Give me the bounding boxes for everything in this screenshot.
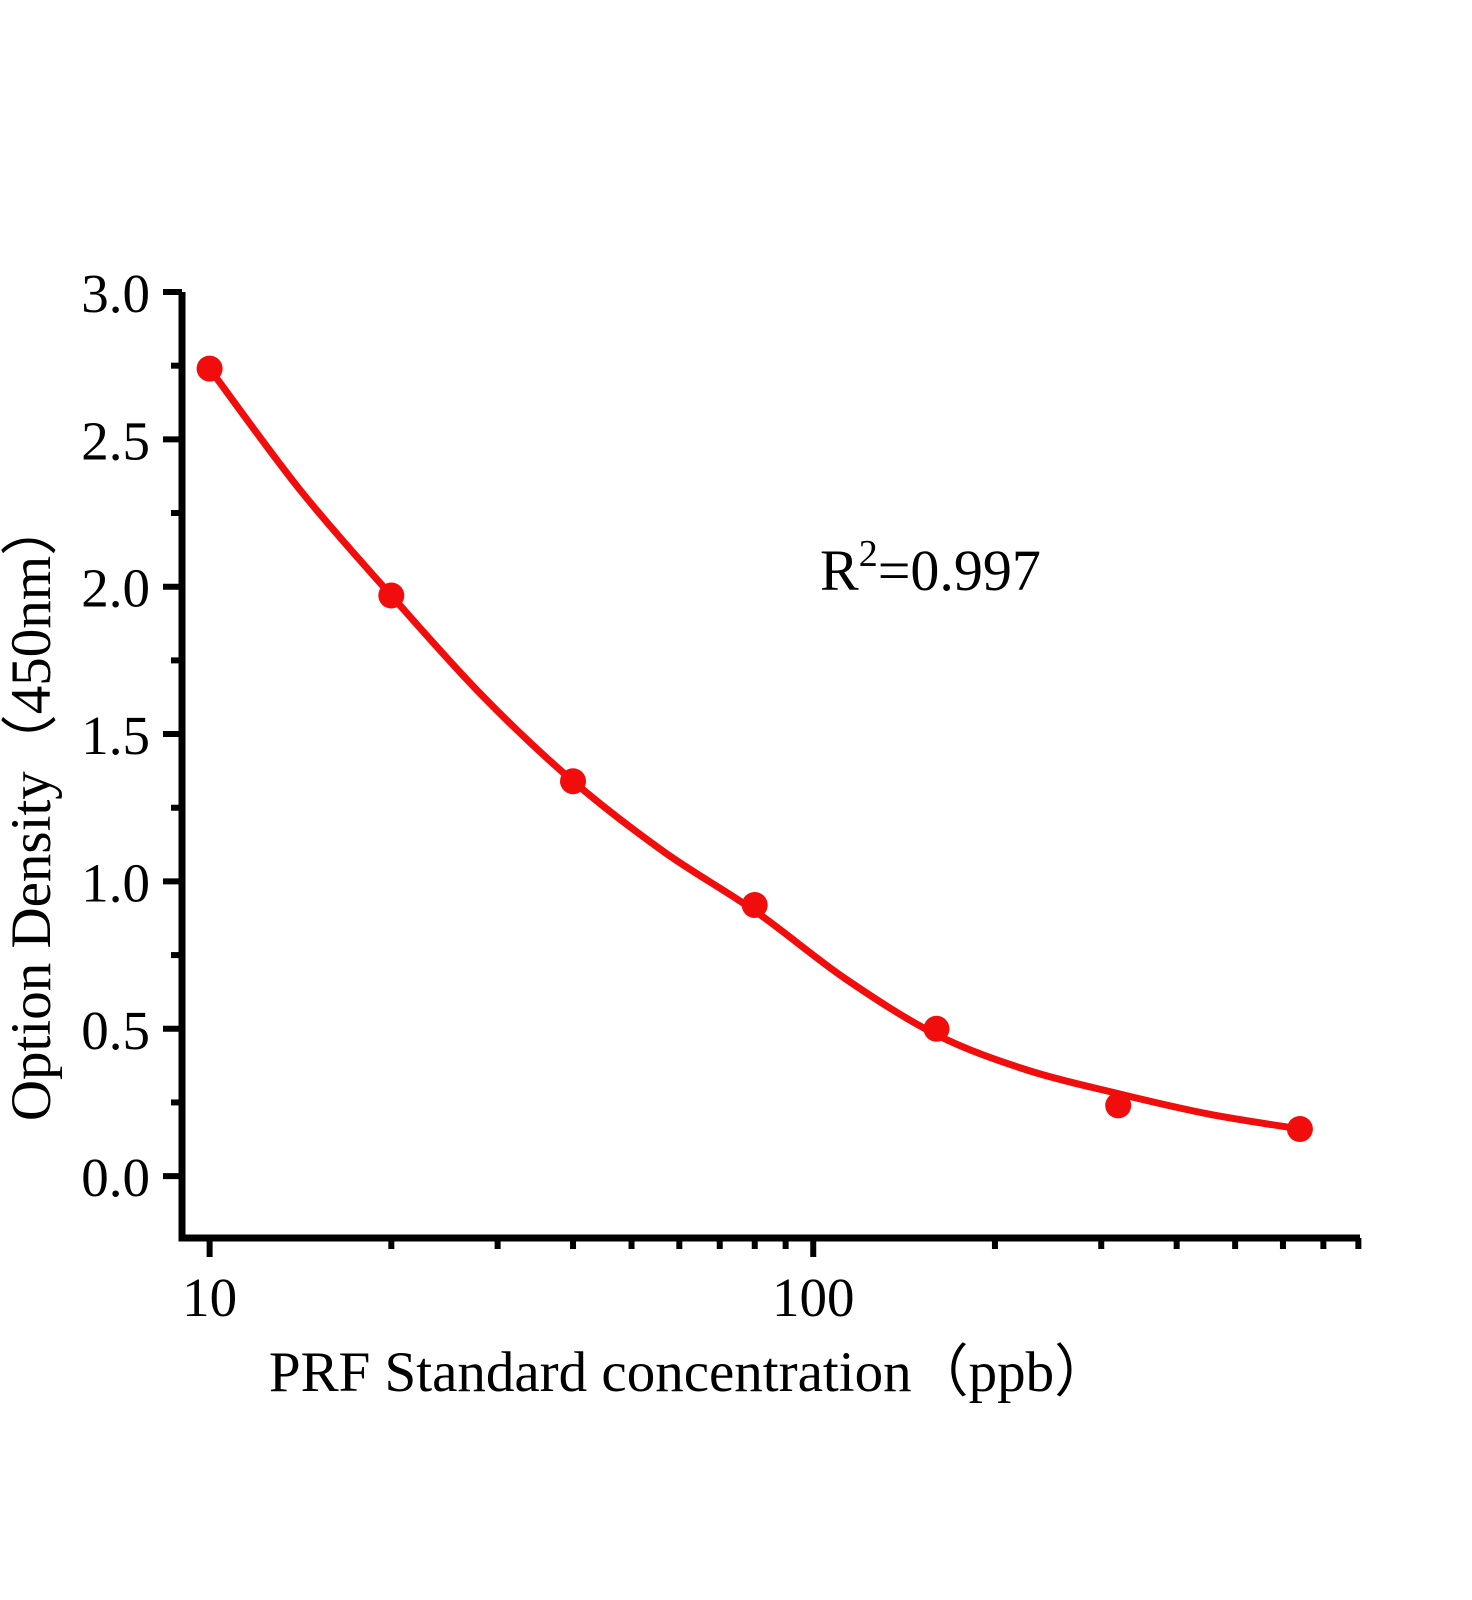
axes-spines [178, 292, 1360, 1242]
y-tick-label: 1.5 [81, 705, 150, 766]
x-axis-title: PRF Standard concentration（ppb） [269, 1341, 1111, 1404]
y-axis-ticks [163, 289, 182, 1180]
fit-curve-line [206, 365, 1304, 1133]
y-tick-label: 3.0 [81, 263, 150, 324]
y-tick-label: 0.0 [81, 1147, 150, 1208]
data-point-marker [741, 892, 768, 918]
y-tick-label: 2.0 [81, 558, 150, 619]
scatter-points [196, 355, 1313, 1142]
data-point-marker [1105, 1092, 1132, 1119]
y-tick-label: 0.5 [81, 1000, 150, 1061]
y-tick-label: 2.5 [81, 410, 150, 471]
x-tick-label: 10 [182, 1267, 237, 1328]
y-axis-title: Option Density（450nm） [0, 499, 63, 1121]
y-tick-label: 1.0 [81, 852, 150, 913]
y-axis-tick-labels: 0.0 0.5 1.0 1.5 2.0 2.5 3.0 [81, 263, 150, 1208]
x-tick-label: 100 [772, 1267, 855, 1328]
data-point-marker [378, 582, 405, 609]
r-squared-annotation: R2=0.997 [820, 533, 1041, 603]
x-axis-ticks [206, 1238, 1362, 1257]
data-point-marker [1286, 1116, 1313, 1142]
x-axis-tick-labels: 10 100 [182, 1267, 854, 1328]
data-point-marker [196, 355, 223, 382]
data-point-marker [923, 1015, 950, 1042]
data-point-marker [560, 768, 586, 795]
